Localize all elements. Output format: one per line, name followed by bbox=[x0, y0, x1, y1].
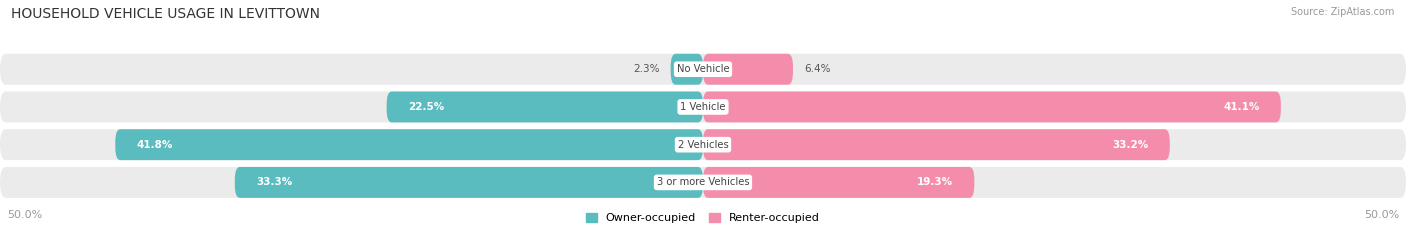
FancyBboxPatch shape bbox=[0, 54, 1406, 85]
FancyBboxPatch shape bbox=[703, 167, 974, 198]
Text: Source: ZipAtlas.com: Source: ZipAtlas.com bbox=[1291, 7, 1395, 17]
FancyBboxPatch shape bbox=[0, 92, 1406, 122]
Text: 41.8%: 41.8% bbox=[136, 140, 173, 150]
Text: 50.0%: 50.0% bbox=[7, 210, 42, 220]
Text: 3 or more Vehicles: 3 or more Vehicles bbox=[657, 177, 749, 187]
Text: 33.3%: 33.3% bbox=[256, 177, 292, 187]
FancyBboxPatch shape bbox=[0, 129, 1406, 160]
Text: HOUSEHOLD VEHICLE USAGE IN LEVITTOWN: HOUSEHOLD VEHICLE USAGE IN LEVITTOWN bbox=[11, 7, 321, 21]
Legend: Owner-occupied, Renter-occupied: Owner-occupied, Renter-occupied bbox=[581, 208, 825, 227]
Text: 2.3%: 2.3% bbox=[633, 64, 659, 74]
Text: 2 Vehicles: 2 Vehicles bbox=[678, 140, 728, 150]
FancyBboxPatch shape bbox=[235, 167, 703, 198]
FancyBboxPatch shape bbox=[387, 92, 703, 122]
FancyBboxPatch shape bbox=[0, 167, 1406, 198]
Text: 19.3%: 19.3% bbox=[917, 177, 953, 187]
FancyBboxPatch shape bbox=[115, 129, 703, 160]
FancyBboxPatch shape bbox=[671, 54, 703, 85]
FancyBboxPatch shape bbox=[703, 129, 1170, 160]
Text: No Vehicle: No Vehicle bbox=[676, 64, 730, 74]
FancyBboxPatch shape bbox=[703, 54, 793, 85]
Text: 33.2%: 33.2% bbox=[1112, 140, 1149, 150]
Text: 50.0%: 50.0% bbox=[1364, 210, 1399, 220]
Text: 6.4%: 6.4% bbox=[804, 64, 831, 74]
Text: 22.5%: 22.5% bbox=[408, 102, 444, 112]
Text: 41.1%: 41.1% bbox=[1223, 102, 1260, 112]
FancyBboxPatch shape bbox=[703, 92, 1281, 122]
Text: 1 Vehicle: 1 Vehicle bbox=[681, 102, 725, 112]
